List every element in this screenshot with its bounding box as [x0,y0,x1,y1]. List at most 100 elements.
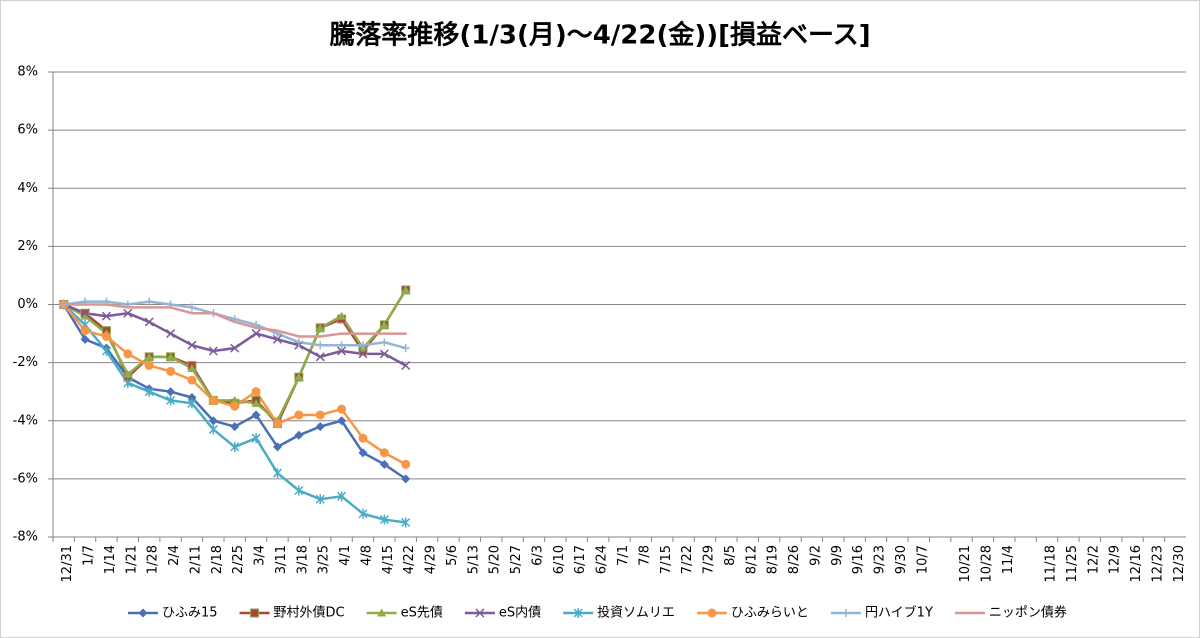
marker [358,349,368,359]
marker-part [187,303,196,312]
marker [208,416,218,426]
marker [80,334,90,344]
marker-part [337,311,347,320]
marker-part [251,329,261,339]
marker [187,363,197,372]
x-tick-label: 7/1 [616,545,631,566]
y-tick-label: -6% [13,471,38,486]
marker [337,404,347,414]
marker-part [101,346,111,356]
marker [166,395,176,406]
x-tick-label: 2/25 [231,545,246,574]
marker-part [187,393,197,402]
marker-part [80,334,90,344]
marker [379,448,389,458]
marker [272,334,282,344]
data-point [233,320,236,324]
marker-part [123,369,133,378]
marker-part [144,317,154,327]
marker-part [101,311,111,321]
marker-part [337,416,347,426]
data-point [297,335,301,338]
marker [358,433,368,443]
x-tick-label: 10/21 [958,545,973,582]
marker-part [123,377,133,388]
legend-label: ニッポン債券 [989,605,1067,621]
marker-part [230,343,240,353]
marker [230,422,240,432]
marker [208,395,218,405]
marker [251,398,261,407]
marker [316,341,325,350]
x-tick-label: 8/26 [787,545,802,574]
marker [401,361,411,371]
marker-part [187,398,197,409]
data-point [190,312,194,315]
marker [166,387,176,397]
marker-part [294,410,304,420]
marker [187,393,197,402]
x-tick-label: 4/1 [338,545,353,566]
marker [80,311,90,320]
marker [123,369,133,378]
data-point [212,312,215,315]
marker-part [379,514,389,525]
data-point [169,306,172,309]
marker [315,410,325,420]
x-tick-label: 3/25 [317,545,332,574]
marker-part [377,608,387,617]
data-point [147,306,151,309]
x-tick-label: 9/30 [894,545,909,574]
marker [294,338,303,347]
x-tick-label: 7/22 [680,545,695,574]
marker-part [316,341,325,350]
y-tick-label: -4% [13,413,38,428]
marker-part [272,419,282,429]
legend-label: 野村外債DC [274,606,345,621]
marker-part [294,338,303,347]
marker-part [358,341,367,350]
marker-part [80,308,90,318]
marker-part [401,344,410,353]
legend-label: eS先債 [401,606,443,621]
marker [315,352,325,362]
data-point [319,335,322,338]
marker-part [144,352,154,361]
marker [123,377,133,388]
marker-part [187,340,197,350]
legend-label: 投資ソムリエ [597,605,675,621]
marker-part [337,404,347,414]
x-tick-label: 1/21 [124,545,139,574]
marker [144,386,154,397]
marker-part [272,468,282,479]
marker-part [379,448,389,458]
x-tick-label: 9/9 [830,545,845,566]
marker [145,297,154,306]
marker-part [401,361,411,371]
marker-part [208,424,218,435]
marker [187,340,197,350]
marker-part [80,311,90,320]
marker-part [166,352,176,361]
x-tick-label: 12/9 [1108,545,1123,574]
marker-part [80,326,90,336]
x-tick-label: 8/5 [723,545,738,566]
x-tick-label: 7/8 [637,545,652,566]
y-tick-label: 4% [17,181,38,196]
marker [230,395,240,404]
marker [101,346,111,356]
marker-part [208,346,218,356]
marker-part [379,349,389,359]
marker-part [251,398,261,407]
marker-part [337,491,347,502]
marker [101,311,111,321]
marker-part [315,422,325,432]
marker-part [841,609,850,617]
legend-label: ひふみ15 [162,606,218,621]
chart-title: 騰落率推移(1/3(月)～4/22(金))[損益ベース] [329,20,870,51]
legend-label: eS内債 [499,605,541,621]
marker [187,375,197,385]
x-tick-label: 8/12 [744,545,759,574]
marker-part [123,308,133,318]
marker [166,366,176,376]
